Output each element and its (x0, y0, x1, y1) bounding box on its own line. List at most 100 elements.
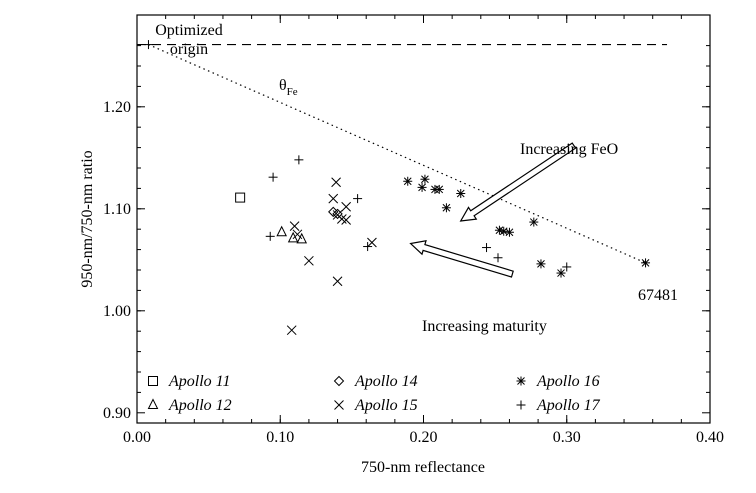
data-point-apollo-15 (367, 237, 377, 248)
data-point-apollo-15 (304, 255, 314, 266)
legend-label-apollo-14: Apollo 14 (354, 373, 418, 390)
data-point-apollo-16 (434, 184, 444, 194)
data-point-apollo-16 (536, 259, 546, 269)
legend-marker-apollo-11 (148, 376, 158, 386)
legend-marker-apollo-17 (516, 400, 526, 410)
data-point-apollo-12 (287, 231, 299, 243)
marker-asterisk-stroke (435, 185, 444, 194)
data-point-apollo-12 (296, 232, 308, 244)
marker-x-stroke (341, 201, 351, 212)
marker-asterisk-stroke (495, 226, 504, 235)
marker-square (148, 376, 158, 386)
direction-arrows (409, 142, 577, 278)
data-point-apollo-11 (235, 192, 246, 203)
sample-67481-label: 67481 (638, 287, 678, 304)
data-point-apollo-15 (332, 276, 343, 287)
data-point-apollo-15 (341, 201, 351, 212)
tick-marks: 0.00 0.10 0.20 0.30 0.40 0.90 1.00 1.10 1.20 (103, 15, 724, 446)
data-point-apollo-17 (143, 40, 153, 50)
marker-x-stroke (334, 400, 344, 410)
data-point-apollo-17 (482, 243, 492, 253)
legend-label-apollo-12: Apollo 12 (168, 397, 232, 414)
theta-fe-label: θFe (279, 77, 298, 98)
y-tick-label: 1.10 (103, 201, 131, 218)
legend-marker-apollo-12 (147, 398, 159, 409)
marker-asterisk-stroke (537, 260, 545, 268)
dotted-theta-line (148, 44, 646, 264)
data-point-apollo-17 (562, 262, 572, 272)
marker-square (235, 192, 246, 203)
data-point-apollo-16 (403, 176, 413, 186)
marker-triangle (287, 231, 299, 243)
marker-asterisk-stroke (641, 258, 650, 267)
marker-triangle (296, 232, 308, 244)
legend-marker-apollo-14 (333, 375, 345, 387)
data-point-apollo-15 (331, 177, 341, 188)
data-point-apollo-17 (493, 253, 503, 263)
origin-label-line2: origin (170, 41, 208, 58)
x-tick-label: 0.30 (553, 429, 581, 446)
theta-symbol: θ (279, 77, 287, 94)
marker-x-stroke (286, 325, 297, 336)
marker-x-stroke (289, 221, 300, 231)
data-point-apollo-12 (276, 225, 287, 237)
marker-asterisk-stroke (418, 183, 426, 192)
marker-asterisk-stroke (529, 218, 538, 226)
marker-asterisk-stroke (456, 189, 465, 198)
data-point-apollo-16 (417, 182, 427, 192)
data-point-apollo-16 (504, 227, 514, 237)
marker-x-stroke (332, 276, 343, 287)
data-point-apollo-16 (420, 174, 430, 184)
legend-marker-apollo-15 (334, 400, 344, 410)
legend-markers (147, 375, 526, 410)
marker-asterisk-stroke (442, 203, 451, 212)
maturity-annotation: Increasing maturity (422, 318, 547, 335)
marker-diamond (333, 375, 345, 387)
x-tick-label: 0.10 (266, 429, 294, 446)
data-point-apollo-16 (456, 189, 466, 198)
increasing-maturity-arrow (409, 240, 514, 278)
x-tick-label: 0.20 (410, 429, 438, 446)
theta-subscript: Fe (287, 86, 298, 98)
data-point-apollo-17 (353, 194, 363, 204)
legend-label-apollo-16: Apollo 16 (536, 373, 600, 390)
x-axis-label: 750-nm reflectance (361, 459, 485, 476)
marker-x-stroke (367, 237, 377, 248)
data-point-apollo-16 (556, 268, 566, 278)
marker-asterisk-stroke (403, 177, 412, 186)
data-point-apollo-15 (286, 325, 297, 336)
increasing-feo-arrow (459, 142, 577, 222)
data-point-apollo-14 (332, 208, 343, 220)
data-point-apollo-15 (341, 215, 351, 225)
data-point-apollo-17 (294, 155, 304, 165)
marker-x-stroke (341, 215, 351, 225)
y-tick-label: 1.00 (103, 303, 131, 320)
y-tick-label: 1.20 (103, 99, 131, 116)
feo-annotation: Increasing FeO (520, 141, 618, 158)
marker-x-stroke (304, 255, 314, 266)
legend-marker-apollo-16 (516, 376, 526, 386)
marker-diamond (328, 206, 339, 218)
data-point-apollo-16 (441, 203, 451, 213)
marker-triangle (147, 398, 159, 409)
data-point-apollo-17 (265, 231, 275, 241)
origin-label-line1: Optimized (155, 22, 223, 39)
legend-label-apollo-17: Apollo 17 (536, 397, 601, 414)
data-point-apollo-14 (328, 206, 339, 218)
y-tick-label: 0.90 (103, 405, 131, 422)
marker-x-stroke (292, 229, 303, 240)
data-point-apollo-17 (268, 172, 278, 182)
legend-label-apollo-11: Apollo 11 (168, 373, 230, 390)
x-tick-label: 0.40 (696, 429, 724, 446)
marker-asterisk-stroke (557, 269, 565, 277)
data-point-apollo-17 (363, 242, 373, 252)
y-axis-label: 950-nm/750-nm ratio (79, 150, 96, 287)
reference-lines (137, 43, 668, 264)
data-point-apollo-16 (641, 258, 651, 268)
marker-asterisk-stroke (505, 228, 514, 237)
marker-x-stroke (328, 193, 339, 204)
x-tick-label: 0.00 (123, 429, 151, 446)
plot-frame (136, 14, 711, 424)
